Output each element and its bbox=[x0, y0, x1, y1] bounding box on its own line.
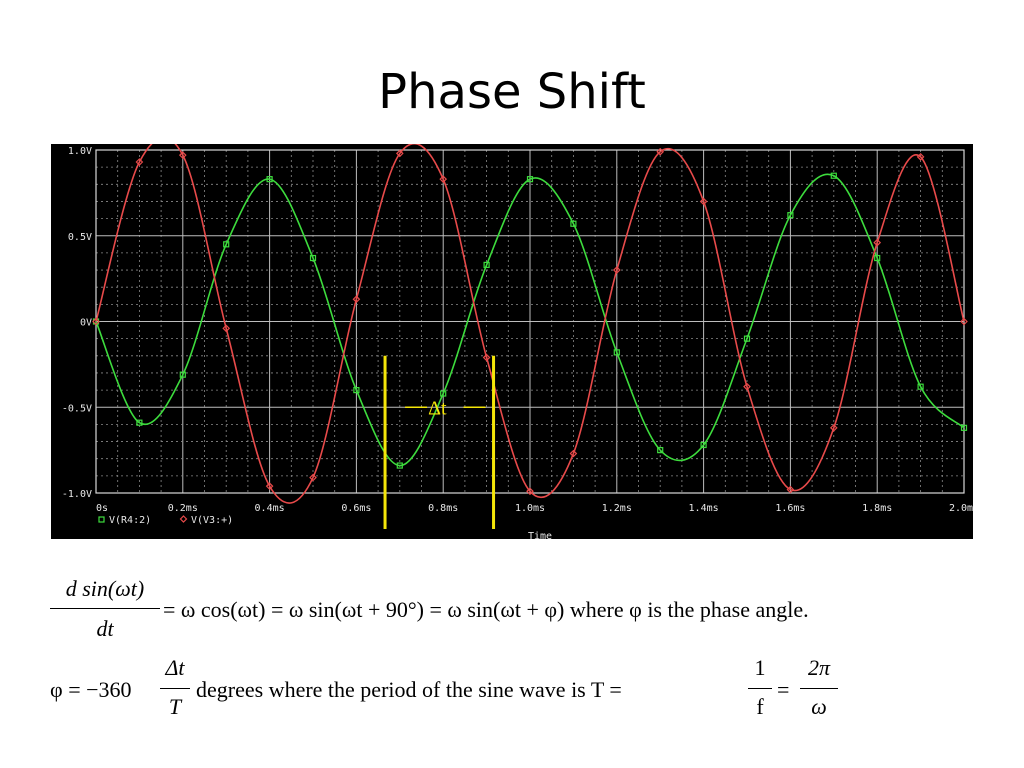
eq2-middle: degrees where the period of the sine wav… bbox=[196, 677, 622, 702]
data-point bbox=[396, 462, 403, 469]
eq1-fraction-bar bbox=[50, 608, 160, 609]
eq2-fraction2-bar bbox=[748, 688, 772, 689]
legend-marker bbox=[98, 516, 105, 523]
legend-label: V(R4:2) bbox=[109, 515, 151, 526]
series-2 bbox=[92, 144, 968, 504]
data-point bbox=[699, 197, 708, 206]
x-tick-label: 0.2ms bbox=[168, 503, 198, 514]
data-point bbox=[786, 485, 795, 494]
data-point bbox=[92, 317, 100, 326]
data-point bbox=[916, 153, 925, 161]
data-point bbox=[657, 447, 664, 454]
x-tick-label: 1.2ms bbox=[602, 503, 632, 514]
data-point bbox=[830, 172, 837, 179]
eq2-lhs: φ = −360 bbox=[50, 677, 132, 702]
x-tick-label: 2.0ms bbox=[949, 503, 973, 514]
eq1-rhs: = ω cos(ωt) = ω sin(ωt + 90°) = ω sin(ωt… bbox=[163, 597, 809, 622]
delta-t-annotation: Δt bbox=[383, 355, 496, 529]
data-point bbox=[656, 147, 665, 156]
x-tick-label: 0.6ms bbox=[341, 503, 371, 514]
y-tick-label: 1.0V bbox=[68, 146, 92, 157]
y-tick-label: 0V bbox=[80, 318, 92, 329]
delta-t-label: Δt bbox=[428, 397, 447, 419]
data-point bbox=[309, 254, 317, 262]
data-point bbox=[526, 176, 534, 183]
data-point bbox=[960, 317, 968, 326]
legend-label: V(V3:+) bbox=[191, 515, 233, 526]
data-point bbox=[439, 175, 448, 184]
data-point bbox=[743, 335, 751, 342]
series-line bbox=[95, 173, 965, 467]
data-point bbox=[613, 349, 620, 356]
data-point bbox=[136, 419, 143, 426]
data-point bbox=[179, 371, 186, 378]
data-point bbox=[570, 220, 577, 227]
data-point bbox=[135, 158, 144, 166]
x-tick-label: 0.8ms bbox=[428, 503, 458, 514]
eq2-frac2-num: 1 bbox=[754, 655, 766, 680]
eq1-denominator: dt bbox=[96, 616, 114, 641]
data-point bbox=[874, 254, 881, 262]
data-point bbox=[265, 482, 274, 490]
data-point bbox=[829, 423, 838, 432]
oscilloscope-chart: 1.0V 0.5V 0V -0.5V -1.0V 0s 0.2ms 0.4ms 0.6ms 0.8… bbox=[51, 144, 973, 539]
eq2-frac2-den: f bbox=[756, 694, 764, 719]
legend-marker bbox=[179, 515, 188, 523]
data-point bbox=[266, 176, 273, 183]
x-tick-label: 0s bbox=[96, 503, 108, 514]
series-line bbox=[95, 144, 965, 504]
eq2-frac-num: Δt bbox=[165, 655, 185, 680]
eq2-fraction3-bar bbox=[800, 688, 838, 689]
data-point bbox=[440, 390, 447, 397]
data-point bbox=[960, 424, 968, 431]
data-point bbox=[743, 382, 751, 391]
x-tick-label: 0.4ms bbox=[255, 503, 285, 514]
data-point bbox=[787, 212, 794, 219]
eq1-numerator: d sin(ωt) bbox=[65, 576, 145, 601]
data-point bbox=[223, 241, 230, 248]
eq2-frac-den: T bbox=[168, 694, 182, 719]
chart-svg: 1.0V 0.5V 0V -0.5V -1.0V 0s 0.2ms 0.4ms 0.6ms 0.8… bbox=[62, 144, 973, 539]
data-point bbox=[526, 487, 534, 496]
x-tick-label: 1.0ms bbox=[515, 503, 545, 514]
data-point bbox=[483, 261, 490, 269]
data-point bbox=[873, 238, 882, 247]
x-tick-label: 1.4ms bbox=[689, 503, 719, 514]
data-point bbox=[700, 441, 707, 449]
y-tick-label: -1.0V bbox=[62, 489, 92, 500]
x-tick-label: 1.6ms bbox=[775, 503, 805, 514]
y-tick-label: -0.5V bbox=[62, 403, 92, 414]
y-tick-label: 0.5V bbox=[68, 232, 92, 243]
x-axis-label: Time bbox=[528, 531, 552, 539]
eq2-equals: = bbox=[777, 677, 790, 702]
data-point bbox=[395, 149, 404, 158]
eq2-frac3-num: 2π bbox=[807, 655, 831, 680]
data-point bbox=[178, 151, 187, 159]
data-point bbox=[612, 266, 621, 274]
slide-title: Phase Shift bbox=[378, 64, 646, 120]
eq2-fraction-bar bbox=[160, 688, 190, 689]
data-point bbox=[309, 473, 317, 482]
x-tick-label: 1.8ms bbox=[862, 503, 892, 514]
data-point bbox=[482, 353, 491, 362]
data-point bbox=[353, 387, 360, 394]
data-point bbox=[222, 324, 231, 333]
data-point bbox=[569, 449, 578, 458]
grid bbox=[95, 149, 965, 494]
data-point bbox=[917, 383, 924, 390]
data-point bbox=[352, 295, 361, 304]
eq2-frac3-den: ω bbox=[811, 694, 827, 719]
